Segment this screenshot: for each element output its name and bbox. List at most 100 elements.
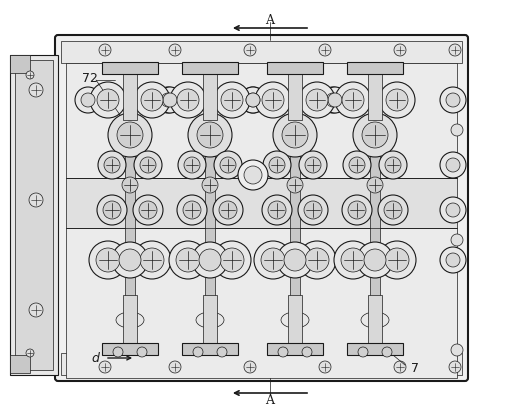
Circle shape bbox=[157, 87, 183, 113]
Circle shape bbox=[214, 151, 242, 179]
Circle shape bbox=[183, 201, 201, 219]
Circle shape bbox=[302, 347, 312, 357]
Text: 72: 72 bbox=[82, 72, 98, 84]
Circle shape bbox=[238, 160, 268, 190]
Circle shape bbox=[246, 93, 260, 107]
Circle shape bbox=[319, 44, 331, 56]
Ellipse shape bbox=[281, 312, 309, 328]
Circle shape bbox=[141, 89, 163, 111]
Circle shape bbox=[29, 303, 43, 317]
Circle shape bbox=[287, 177, 303, 193]
Circle shape bbox=[305, 157, 321, 173]
Circle shape bbox=[104, 157, 120, 173]
Circle shape bbox=[379, 82, 415, 118]
Circle shape bbox=[133, 195, 163, 225]
Circle shape bbox=[364, 249, 386, 271]
Circle shape bbox=[334, 241, 372, 279]
Circle shape bbox=[320, 87, 346, 113]
Circle shape bbox=[170, 82, 206, 118]
Circle shape bbox=[384, 201, 402, 219]
Circle shape bbox=[133, 241, 171, 279]
Circle shape bbox=[284, 249, 306, 271]
Text: A: A bbox=[266, 394, 274, 406]
Circle shape bbox=[394, 44, 406, 56]
Circle shape bbox=[341, 248, 365, 272]
Circle shape bbox=[137, 347, 147, 357]
Bar bbox=[288, 65, 302, 120]
Circle shape bbox=[268, 201, 286, 219]
Circle shape bbox=[199, 249, 221, 271]
Bar bbox=[102, 62, 158, 74]
Circle shape bbox=[98, 151, 126, 179]
Circle shape bbox=[97, 195, 127, 225]
Circle shape bbox=[269, 157, 285, 173]
Circle shape bbox=[446, 253, 460, 267]
Circle shape bbox=[220, 157, 236, 173]
Bar bbox=[123, 295, 137, 350]
Circle shape bbox=[446, 203, 460, 217]
Bar bbox=[61, 353, 462, 375]
Circle shape bbox=[319, 361, 331, 373]
Text: 7: 7 bbox=[411, 362, 419, 374]
Circle shape bbox=[97, 89, 119, 111]
Circle shape bbox=[440, 247, 466, 273]
Circle shape bbox=[217, 347, 227, 357]
Circle shape bbox=[298, 195, 328, 225]
Circle shape bbox=[113, 347, 123, 357]
Circle shape bbox=[440, 197, 466, 223]
Circle shape bbox=[134, 82, 170, 118]
Circle shape bbox=[282, 122, 308, 148]
Circle shape bbox=[451, 234, 463, 246]
Bar bbox=[10, 55, 30, 73]
Bar bbox=[203, 295, 217, 350]
Circle shape bbox=[81, 93, 95, 107]
Circle shape bbox=[328, 93, 342, 107]
Bar bbox=[288, 295, 302, 350]
Circle shape bbox=[178, 151, 206, 179]
Circle shape bbox=[177, 195, 207, 225]
Circle shape bbox=[342, 89, 364, 111]
Circle shape bbox=[134, 151, 162, 179]
Circle shape bbox=[261, 248, 285, 272]
Circle shape bbox=[262, 195, 292, 225]
Bar bbox=[66, 63, 457, 178]
Bar bbox=[66, 228, 457, 378]
Circle shape bbox=[112, 242, 148, 278]
Bar bbox=[66, 178, 457, 228]
Bar bbox=[15, 60, 53, 370]
Circle shape bbox=[184, 157, 200, 173]
FancyBboxPatch shape bbox=[55, 35, 468, 381]
Circle shape bbox=[362, 122, 388, 148]
Circle shape bbox=[348, 201, 366, 219]
Circle shape bbox=[378, 195, 408, 225]
Bar bbox=[290, 120, 300, 315]
Circle shape bbox=[213, 241, 251, 279]
Circle shape bbox=[213, 195, 243, 225]
Circle shape bbox=[117, 122, 143, 148]
Circle shape bbox=[451, 344, 463, 356]
Circle shape bbox=[349, 157, 365, 173]
Bar bbox=[205, 120, 215, 315]
Circle shape bbox=[278, 347, 288, 357]
Circle shape bbox=[202, 177, 218, 193]
Bar bbox=[123, 65, 137, 120]
Circle shape bbox=[169, 241, 207, 279]
Bar bbox=[10, 355, 30, 373]
Circle shape bbox=[322, 87, 348, 113]
Circle shape bbox=[304, 201, 322, 219]
Circle shape bbox=[169, 44, 181, 56]
Circle shape bbox=[29, 193, 43, 207]
Circle shape bbox=[342, 195, 372, 225]
Circle shape bbox=[161, 93, 175, 107]
Circle shape bbox=[305, 248, 329, 272]
Circle shape bbox=[193, 347, 203, 357]
Circle shape bbox=[122, 177, 138, 193]
Bar bbox=[10, 55, 58, 375]
Text: A: A bbox=[266, 13, 274, 27]
Bar bbox=[347, 343, 403, 355]
Circle shape bbox=[163, 93, 177, 107]
Circle shape bbox=[379, 151, 407, 179]
Circle shape bbox=[299, 82, 335, 118]
Circle shape bbox=[188, 113, 232, 157]
Circle shape bbox=[306, 89, 328, 111]
